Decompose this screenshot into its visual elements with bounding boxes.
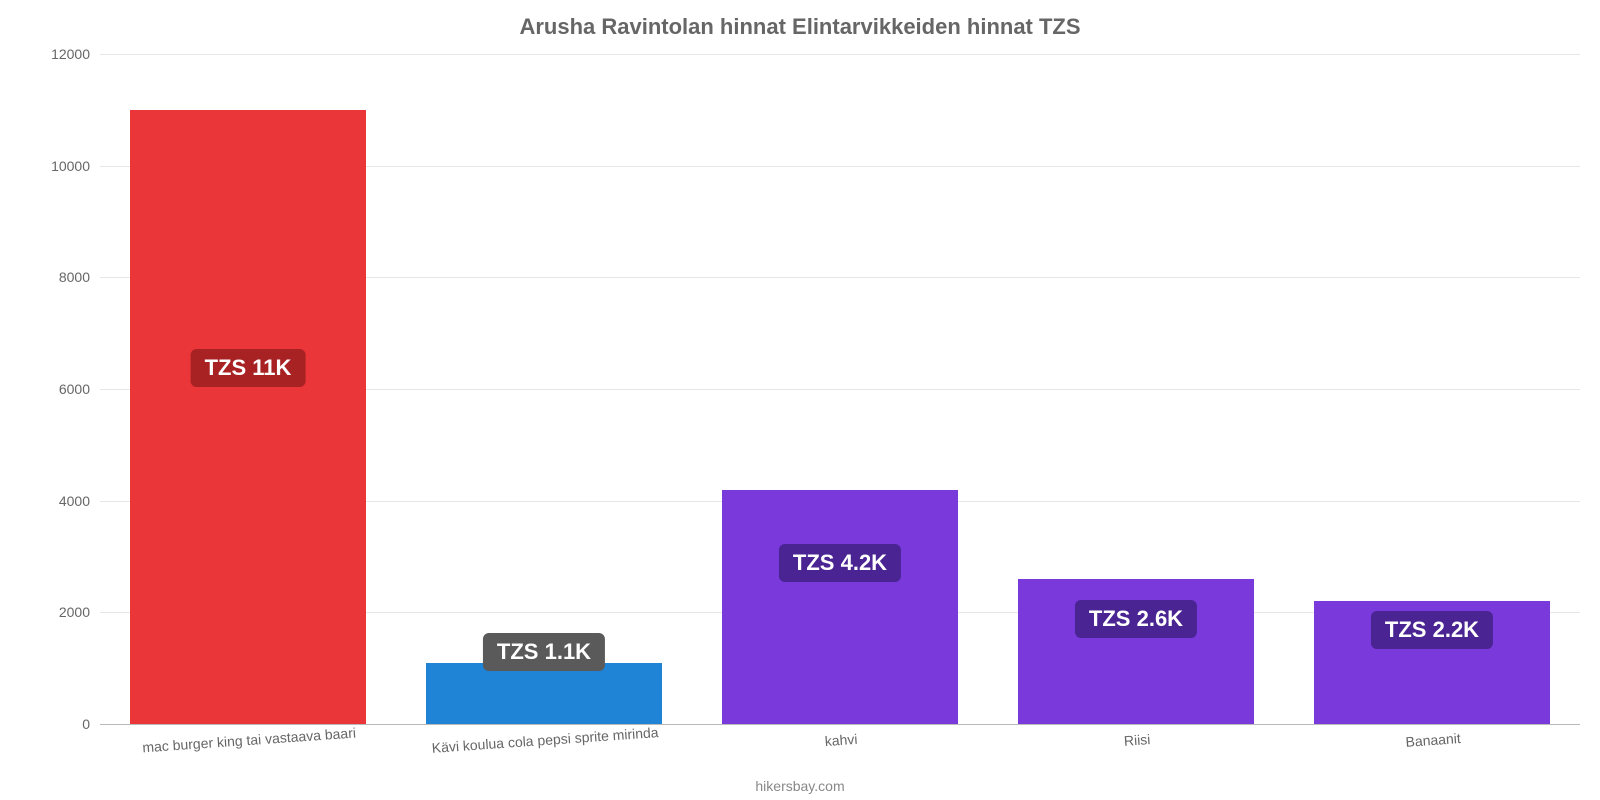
chart-title: Arusha Ravintolan hinnat Elintarvikkeide… [0, 14, 1600, 40]
x-axis-tick-label: Banaanit [1404, 722, 1461, 750]
bar-value-badge: TZS 2.6K [1075, 600, 1197, 638]
y-axis-tick-label: 0 [82, 716, 100, 732]
x-axis-tick-label: kahvi [824, 723, 858, 749]
y-axis-tick-label: 4000 [59, 493, 100, 509]
x-axis-tick-label: Riisi [1123, 723, 1151, 749]
bar-value-badge: TZS 11K [191, 349, 306, 387]
attribution-text: hikersbay.com [0, 778, 1600, 794]
y-axis-tick-label: 12000 [51, 46, 100, 62]
bar-value-badge: TZS 4.2K [779, 544, 901, 582]
bar-value-badge: TZS 1.1K [483, 633, 605, 671]
price-bar-chart: Arusha Ravintolan hinnat Elintarvikkeide… [0, 0, 1600, 800]
bar [426, 663, 663, 724]
gridline [100, 54, 1580, 55]
y-axis-tick-label: 2000 [59, 604, 100, 620]
y-axis-tick-label: 10000 [51, 158, 100, 174]
y-axis-tick-label: 6000 [59, 381, 100, 397]
bar-value-badge: TZS 2.2K [1371, 611, 1493, 649]
bar [722, 490, 959, 725]
y-axis-tick-label: 8000 [59, 269, 100, 285]
bar [130, 110, 367, 724]
chart-plot-area: 020004000600080001000012000TZS 11Kmac bu… [100, 54, 1580, 724]
